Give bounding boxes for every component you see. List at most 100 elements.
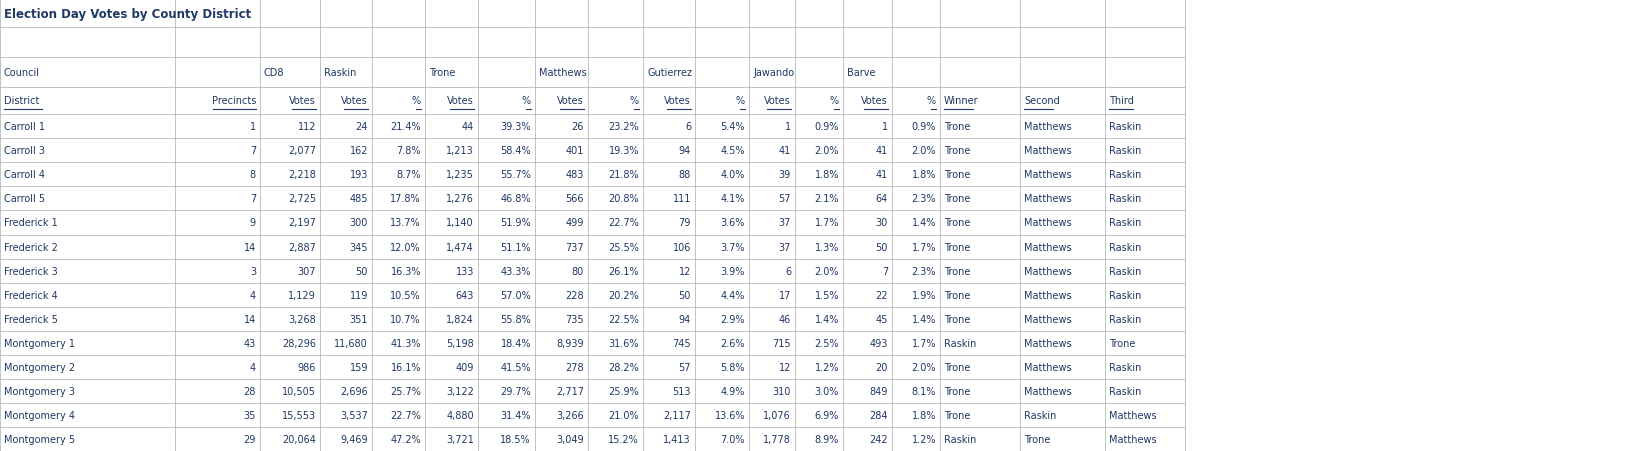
Text: Trone: Trone: [944, 387, 970, 396]
Text: 1.8%: 1.8%: [912, 410, 935, 420]
Text: 2.9%: 2.9%: [720, 314, 745, 324]
Text: Montgomery 5: Montgomery 5: [3, 434, 76, 444]
Text: 3,049: 3,049: [556, 434, 584, 444]
Text: Trone: Trone: [944, 170, 970, 180]
Text: 2,117: 2,117: [663, 410, 690, 420]
Text: 20.2%: 20.2%: [608, 290, 640, 300]
Text: Trone: Trone: [944, 194, 970, 204]
Text: 39: 39: [779, 170, 791, 180]
Text: 23.2%: 23.2%: [608, 122, 640, 132]
Text: District: District: [3, 96, 39, 106]
Text: Raskin: Raskin: [1110, 387, 1141, 396]
Text: %: %: [927, 96, 935, 106]
Text: 2.0%: 2.0%: [814, 146, 838, 156]
Text: Frederick 2: Frederick 2: [3, 242, 58, 252]
Text: 94: 94: [679, 314, 690, 324]
Text: Matthews: Matthews: [1024, 266, 1072, 276]
Text: 15.2%: 15.2%: [608, 434, 640, 444]
Text: 55.7%: 55.7%: [500, 170, 531, 180]
Text: 64: 64: [876, 194, 888, 204]
Text: 8.1%: 8.1%: [912, 387, 935, 396]
Text: 1.7%: 1.7%: [814, 218, 838, 228]
Text: 7.8%: 7.8%: [396, 146, 421, 156]
Text: 7: 7: [250, 146, 256, 156]
Text: Trone: Trone: [1024, 434, 1051, 444]
Text: 4: 4: [250, 290, 256, 300]
Text: 94: 94: [679, 146, 690, 156]
Text: Raskin: Raskin: [944, 338, 977, 348]
Text: 4.5%: 4.5%: [720, 146, 745, 156]
Text: Winner: Winner: [944, 96, 978, 106]
Text: Trone: Trone: [944, 218, 970, 228]
Text: 51.9%: 51.9%: [500, 218, 531, 228]
Text: 6: 6: [686, 122, 690, 132]
Text: Matthews: Matthews: [1024, 338, 1072, 348]
Text: 50: 50: [876, 242, 888, 252]
Text: 401: 401: [566, 146, 584, 156]
Text: Matthews: Matthews: [1110, 410, 1157, 420]
Text: 1,474: 1,474: [446, 242, 473, 252]
Text: Trone: Trone: [944, 242, 970, 252]
Text: 8,939: 8,939: [556, 338, 584, 348]
Text: Raskin: Raskin: [1110, 170, 1141, 180]
Text: Barve: Barve: [847, 68, 876, 78]
Text: 10.7%: 10.7%: [390, 314, 421, 324]
Text: 47.2%: 47.2%: [390, 434, 421, 444]
Text: Matthews: Matthews: [1024, 122, 1072, 132]
Text: 4: 4: [250, 362, 256, 372]
Text: 483: 483: [566, 170, 584, 180]
Text: 4,880: 4,880: [447, 410, 473, 420]
Text: 57: 57: [679, 362, 690, 372]
Text: Matthews: Matthews: [1024, 362, 1072, 372]
Text: Council: Council: [3, 68, 39, 78]
Text: 1,778: 1,778: [763, 434, 791, 444]
Text: 43.3%: 43.3%: [500, 266, 531, 276]
Text: Carroll 4: Carroll 4: [3, 170, 44, 180]
Text: 409: 409: [455, 362, 473, 372]
Text: 1,824: 1,824: [446, 314, 473, 324]
Text: 345: 345: [350, 242, 368, 252]
Text: Raskin: Raskin: [1110, 314, 1141, 324]
Text: 2,218: 2,218: [288, 170, 316, 180]
Text: 284: 284: [870, 410, 888, 420]
Text: Matthews: Matthews: [1024, 242, 1072, 252]
Text: Montgomery 3: Montgomery 3: [3, 387, 76, 396]
Text: 50: 50: [355, 266, 368, 276]
Text: 10.5%: 10.5%: [390, 290, 421, 300]
Text: 3.0%: 3.0%: [815, 387, 838, 396]
Text: Trone: Trone: [944, 410, 970, 420]
Text: 566: 566: [566, 194, 584, 204]
Text: 106: 106: [672, 242, 690, 252]
Text: Votes: Votes: [861, 96, 888, 106]
Text: 6: 6: [784, 266, 791, 276]
Text: 3.7%: 3.7%: [720, 242, 745, 252]
Text: 15,553: 15,553: [281, 410, 316, 420]
Text: 1.8%: 1.8%: [815, 170, 838, 180]
Text: Carroll 5: Carroll 5: [3, 194, 44, 204]
Text: 2.0%: 2.0%: [911, 146, 935, 156]
Text: 1.4%: 1.4%: [912, 218, 935, 228]
Text: 1,235: 1,235: [446, 170, 473, 180]
Text: %: %: [830, 96, 838, 106]
Text: 1.5%: 1.5%: [814, 290, 838, 300]
Text: 2,696: 2,696: [340, 387, 368, 396]
Text: 18.4%: 18.4%: [500, 338, 531, 348]
Text: Trone: Trone: [944, 122, 970, 132]
Text: Gutierrez: Gutierrez: [648, 68, 692, 78]
Text: 3,721: 3,721: [446, 434, 473, 444]
Text: 2,887: 2,887: [288, 242, 316, 252]
Text: 643: 643: [455, 290, 473, 300]
Text: Raskin: Raskin: [1110, 194, 1141, 204]
Text: 1.9%: 1.9%: [912, 290, 935, 300]
Text: 159: 159: [350, 362, 368, 372]
Text: 1: 1: [250, 122, 256, 132]
Text: 22: 22: [876, 290, 888, 300]
Text: 57.0%: 57.0%: [500, 290, 531, 300]
Text: Votes: Votes: [557, 96, 584, 106]
Text: 513: 513: [672, 387, 690, 396]
Text: 242: 242: [870, 434, 888, 444]
Text: 737: 737: [566, 242, 584, 252]
Text: 112: 112: [298, 122, 316, 132]
Text: %: %: [413, 96, 421, 106]
Text: 8: 8: [250, 170, 256, 180]
